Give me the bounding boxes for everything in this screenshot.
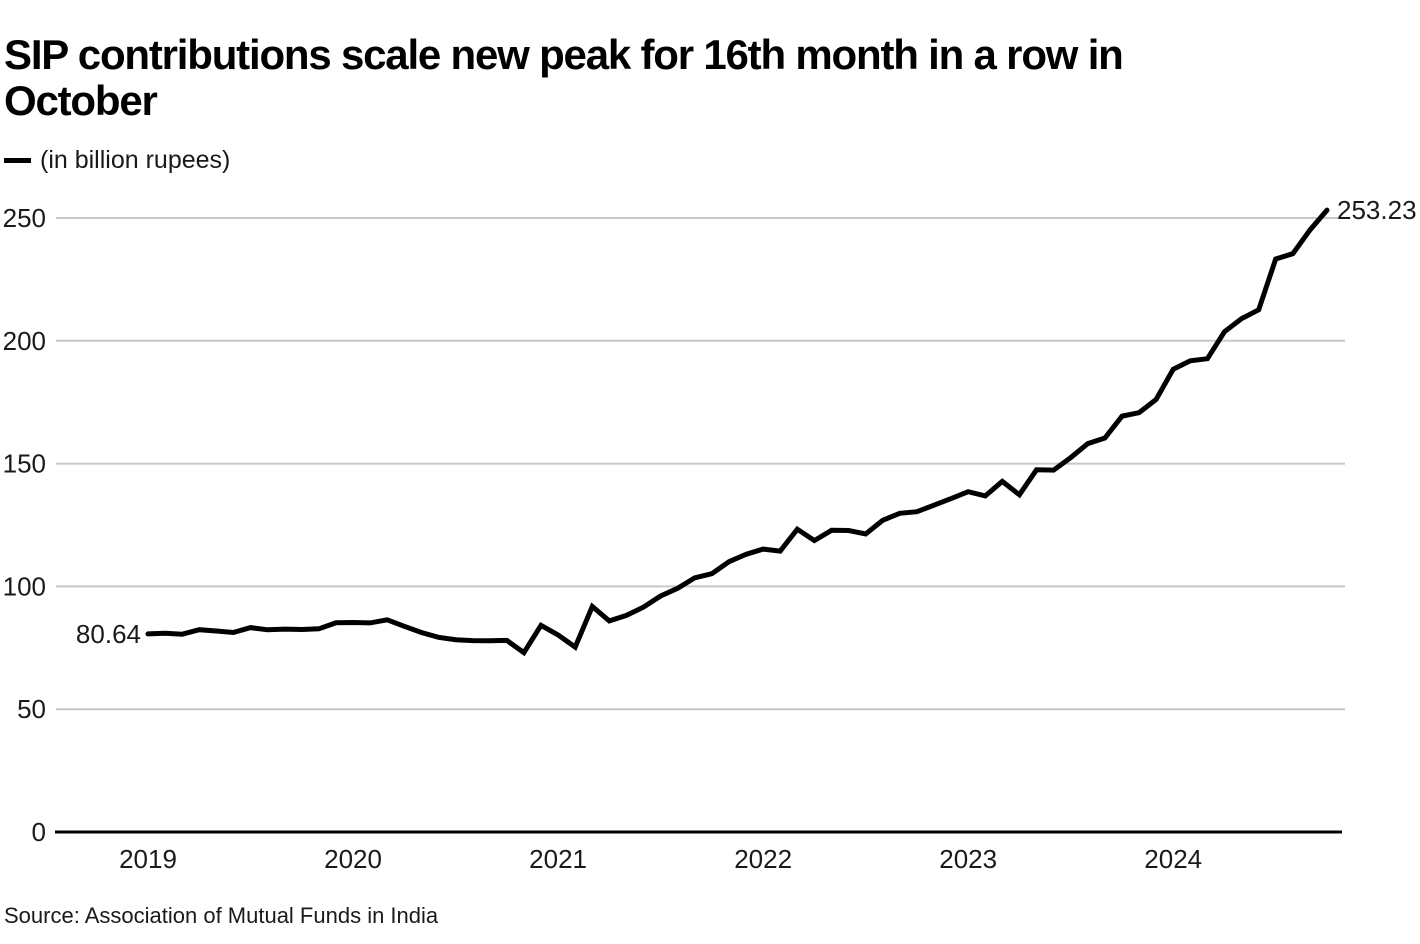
x-axis-label-2022: 2022 (734, 844, 792, 874)
x-axis-label-2024: 2024 (1144, 844, 1202, 874)
legend: (in billion rupees) (4, 146, 230, 175)
chart-svg: 0 50 100 150 200 250 2019 2020 2021 2022 2023 2024 8… (3, 195, 1417, 874)
y-axis-label-0: 0 (32, 817, 46, 847)
y-axis-label-100: 100 (3, 571, 46, 601)
page-title-line-1: SIP contributions scale new peak for 16t… (4, 31, 1124, 79)
legend-line-swatch (4, 158, 31, 163)
x-axis-label-2020: 2020 (324, 844, 382, 874)
y-axis-label-50: 50 (17, 694, 46, 724)
x-axis-label-2023: 2023 (939, 844, 997, 874)
start-value-label: 80.64 (76, 619, 141, 649)
y-axis-label-150: 150 (3, 449, 46, 479)
y-axis-label-200: 200 (3, 326, 46, 356)
x-axis-label-2019: 2019 (119, 844, 177, 874)
line-chart: 0 50 100 150 200 250 2019 2020 2021 2022 2023 2024 8… (0, 186, 1420, 886)
sip-trend-line (145, 207, 1330, 657)
page-title-line-2: October (4, 77, 158, 125)
x-axis-label-2021: 2021 (529, 844, 587, 874)
y-axis-label-250: 250 (3, 203, 46, 233)
legend-label: (in billion rupees) (40, 146, 231, 174)
source-note: Source: Association of Mutual Funds in I… (4, 903, 439, 928)
page-title: SIP contributions scale new peak for 16t… (4, 31, 1404, 125)
end-value-label: 253.23 (1337, 195, 1417, 225)
